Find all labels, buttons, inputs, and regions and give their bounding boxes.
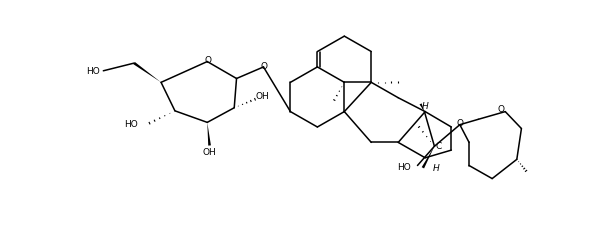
Polygon shape: [419, 103, 425, 112]
Text: HO: HO: [86, 67, 99, 76]
Polygon shape: [207, 122, 211, 146]
Text: O: O: [498, 105, 505, 114]
Text: H: H: [422, 102, 428, 111]
Polygon shape: [422, 146, 434, 169]
Text: O: O: [204, 56, 211, 65]
Text: OH: OH: [202, 148, 216, 157]
Text: OH: OH: [256, 92, 270, 101]
Polygon shape: [134, 62, 161, 82]
Text: O: O: [456, 119, 464, 128]
Text: HO: HO: [124, 120, 138, 129]
Text: O: O: [261, 62, 268, 71]
Text: HO: HO: [398, 163, 412, 172]
Text: C: C: [435, 142, 441, 151]
Text: H: H: [432, 164, 439, 173]
